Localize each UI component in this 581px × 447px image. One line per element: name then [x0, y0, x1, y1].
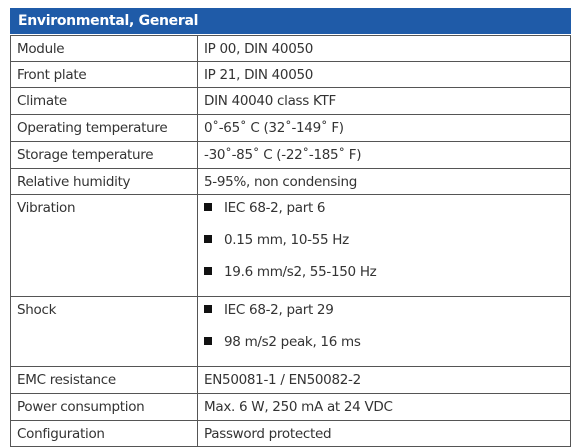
row-label: Operating temperature: [10, 114, 198, 142]
table-row: Front plate IP 21, DIN 40050: [10, 61, 571, 88]
row-label: Configuration: [10, 420, 198, 447]
row-value: IP 21, DIN 40050: [197, 61, 571, 88]
bullet-item: 98 m/s2 peak, 16 ms: [204, 334, 570, 366]
row-label: EMC resistance: [10, 366, 198, 394]
bullet: [204, 267, 212, 275]
bullet-text: 19.6 mm/s2, 55-150 Hz: [224, 264, 377, 280]
row-label: Vibration: [10, 194, 198, 297]
table-row: Operating temperature 0˚-65˚ C (32˚-149˚ …: [10, 114, 571, 142]
table-row: Module IP 00, DIN 40050: [10, 35, 571, 62]
bullet-item: IEC 68-2, part 6: [204, 200, 570, 232]
bullet-text: IEC 68-2, part 6: [224, 200, 326, 216]
spec-table: Module IP 00, DIN 40050 Front plate IP 21, …: [10, 35, 571, 447]
bullet-item: IEC 68-2, part 29: [204, 302, 570, 334]
row-label: Climate: [10, 87, 198, 115]
bullet-text: 98 m/s2 peak, 16 ms: [224, 334, 361, 350]
row-label: Storage temperature: [10, 141, 198, 169]
table-row: Climate DIN 40040 class KTF: [10, 87, 571, 115]
row-value: EN50081-1 / EN50082-2: [197, 366, 571, 394]
bullet: [204, 337, 212, 345]
row-label: Front plate: [10, 61, 198, 88]
bullet: [204, 235, 212, 243]
bullet-item: 19.6 mm/s2, 55-150 Hz: [204, 264, 570, 296]
row-value: IP 00, DIN 40050: [197, 35, 571, 62]
row-label: Module: [10, 35, 198, 62]
row-value: 0˚-65˚ C (32˚-149˚ F): [197, 114, 571, 142]
bullet-item: 0.15 mm, 10-55 Hz: [204, 232, 570, 264]
table-row: Shock IEC 68-2, part 29 98 m/s2 peak, 16 m…: [10, 296, 571, 367]
spec-sheet: Environmental, General Module IP 00, DIN …: [10, 8, 571, 447]
row-value: -30˚-85˚ C (-22˚-185˚ F): [197, 141, 571, 169]
table-row: Configuration Password protected: [10, 420, 571, 447]
bullet: [204, 305, 212, 313]
table-row: Storage temperature -30˚-85˚ C (-22˚-185˚…: [10, 141, 571, 169]
bullet: [204, 203, 212, 211]
row-label: Power consumption: [10, 393, 198, 421]
table-row: Vibration IEC 68-2, part 6 0.15 mm, 10-55 …: [10, 194, 571, 297]
row-value: 5-95%, non condensing: [197, 168, 571, 195]
row-value: DIN 40040 class KTF: [197, 87, 571, 115]
row-label: Relative humidity: [10, 168, 198, 195]
table-header: Environmental, General: [10, 8, 571, 34]
row-value: Max. 6 W, 250 mA at 24 VDC: [197, 393, 571, 421]
table-row: Relative humidity 5-95%, non condensing: [10, 168, 571, 195]
table-row: Power consumption Max. 6 W, 250 mA at 24 …: [10, 393, 571, 421]
row-value: Password protected: [197, 420, 571, 447]
bullet-text: IEC 68-2, part 29: [224, 302, 334, 318]
bullet-text: 0.15 mm, 10-55 Hz: [224, 232, 349, 248]
row-label: Shock: [10, 296, 198, 367]
row-value: IEC 68-2, part 6 0.15 mm, 10-55 Hz 19.6 mm…: [197, 194, 571, 297]
row-value: IEC 68-2, part 29 98 m/s2 peak, 16 ms: [197, 296, 571, 367]
table-row: EMC resistance EN50081-1 / EN50082-2: [10, 366, 571, 394]
